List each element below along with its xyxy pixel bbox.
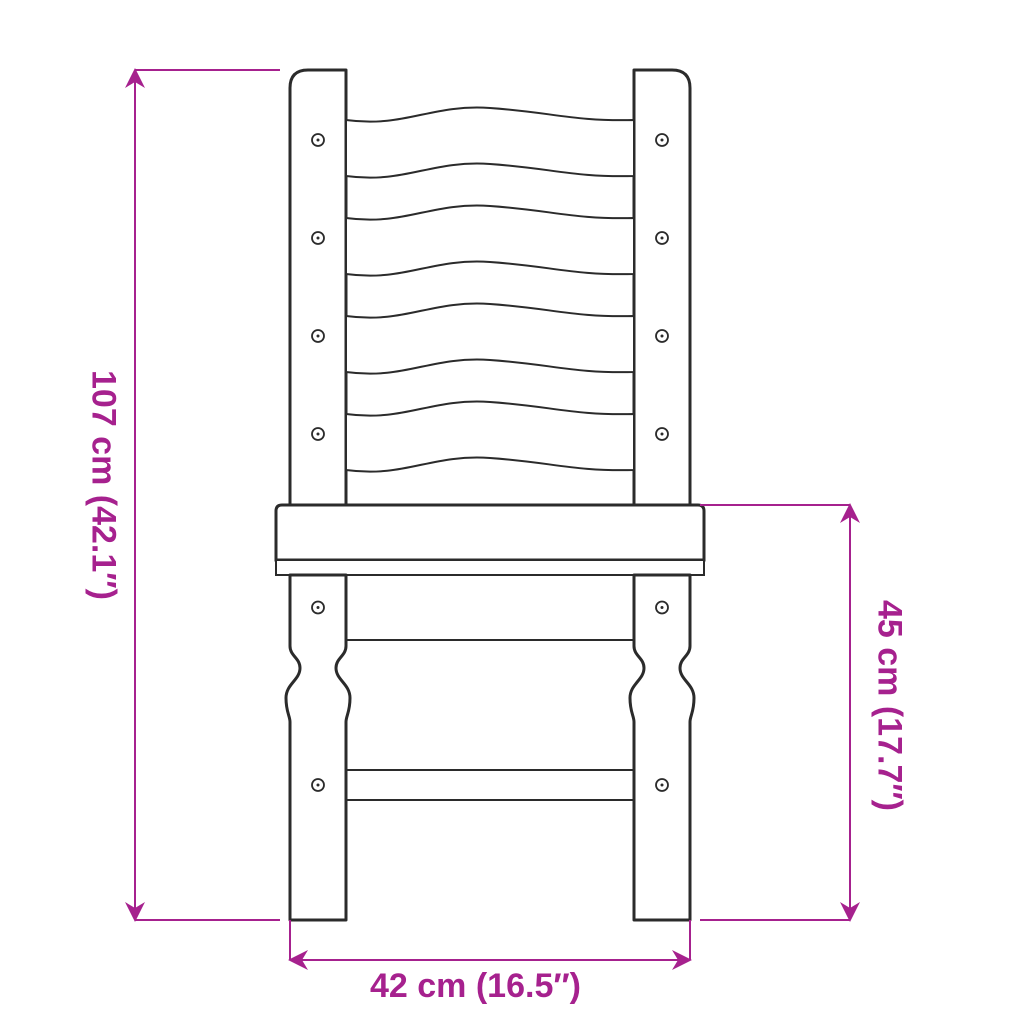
back-slat-2 xyxy=(346,304,634,374)
stud-dot xyxy=(661,433,664,436)
back-slat-1 xyxy=(346,206,634,276)
stud-dot xyxy=(317,237,320,240)
stud-dot xyxy=(317,433,320,436)
dim-label-seat-height: 45 cm (17.7″) xyxy=(870,600,907,811)
seat-edge xyxy=(276,560,704,575)
dim-height-metric: 107 cm xyxy=(84,370,122,485)
back-slat-3 xyxy=(346,402,634,472)
front-apron xyxy=(346,575,634,640)
stud-dot xyxy=(317,139,320,142)
stud-dot xyxy=(661,139,664,142)
line-drawing-svg xyxy=(0,0,1024,1024)
stud-dot xyxy=(317,784,320,787)
stud-dot xyxy=(317,606,320,609)
stud-dot xyxy=(661,237,664,240)
dim-width-imperial: (16.5″) xyxy=(476,967,581,1005)
stud-dot xyxy=(317,335,320,338)
stud-dot xyxy=(661,335,664,338)
stud-dot xyxy=(661,784,664,787)
stud-dot xyxy=(661,606,664,609)
dim-label-total-height: 107 cm (42.1″) xyxy=(84,370,121,600)
dim-seat-metric: 45 cm xyxy=(870,600,908,696)
back-slat-0 xyxy=(346,108,634,178)
dim-label-width: 42 cm (16.5″) xyxy=(370,968,581,1005)
stretcher xyxy=(346,770,634,800)
front-leg-left xyxy=(286,575,350,920)
diagram-stage: 107 cm (42.1″) 45 cm (17.7″) 42 cm (16.5… xyxy=(0,0,1024,1024)
dim-height-imperial: (42.1″) xyxy=(84,495,122,600)
seat-top xyxy=(276,505,704,560)
dim-seat-imperial: (17.7″) xyxy=(870,706,908,811)
dim-width-metric: 42 cm xyxy=(370,967,466,1005)
front-leg-right xyxy=(630,575,694,920)
